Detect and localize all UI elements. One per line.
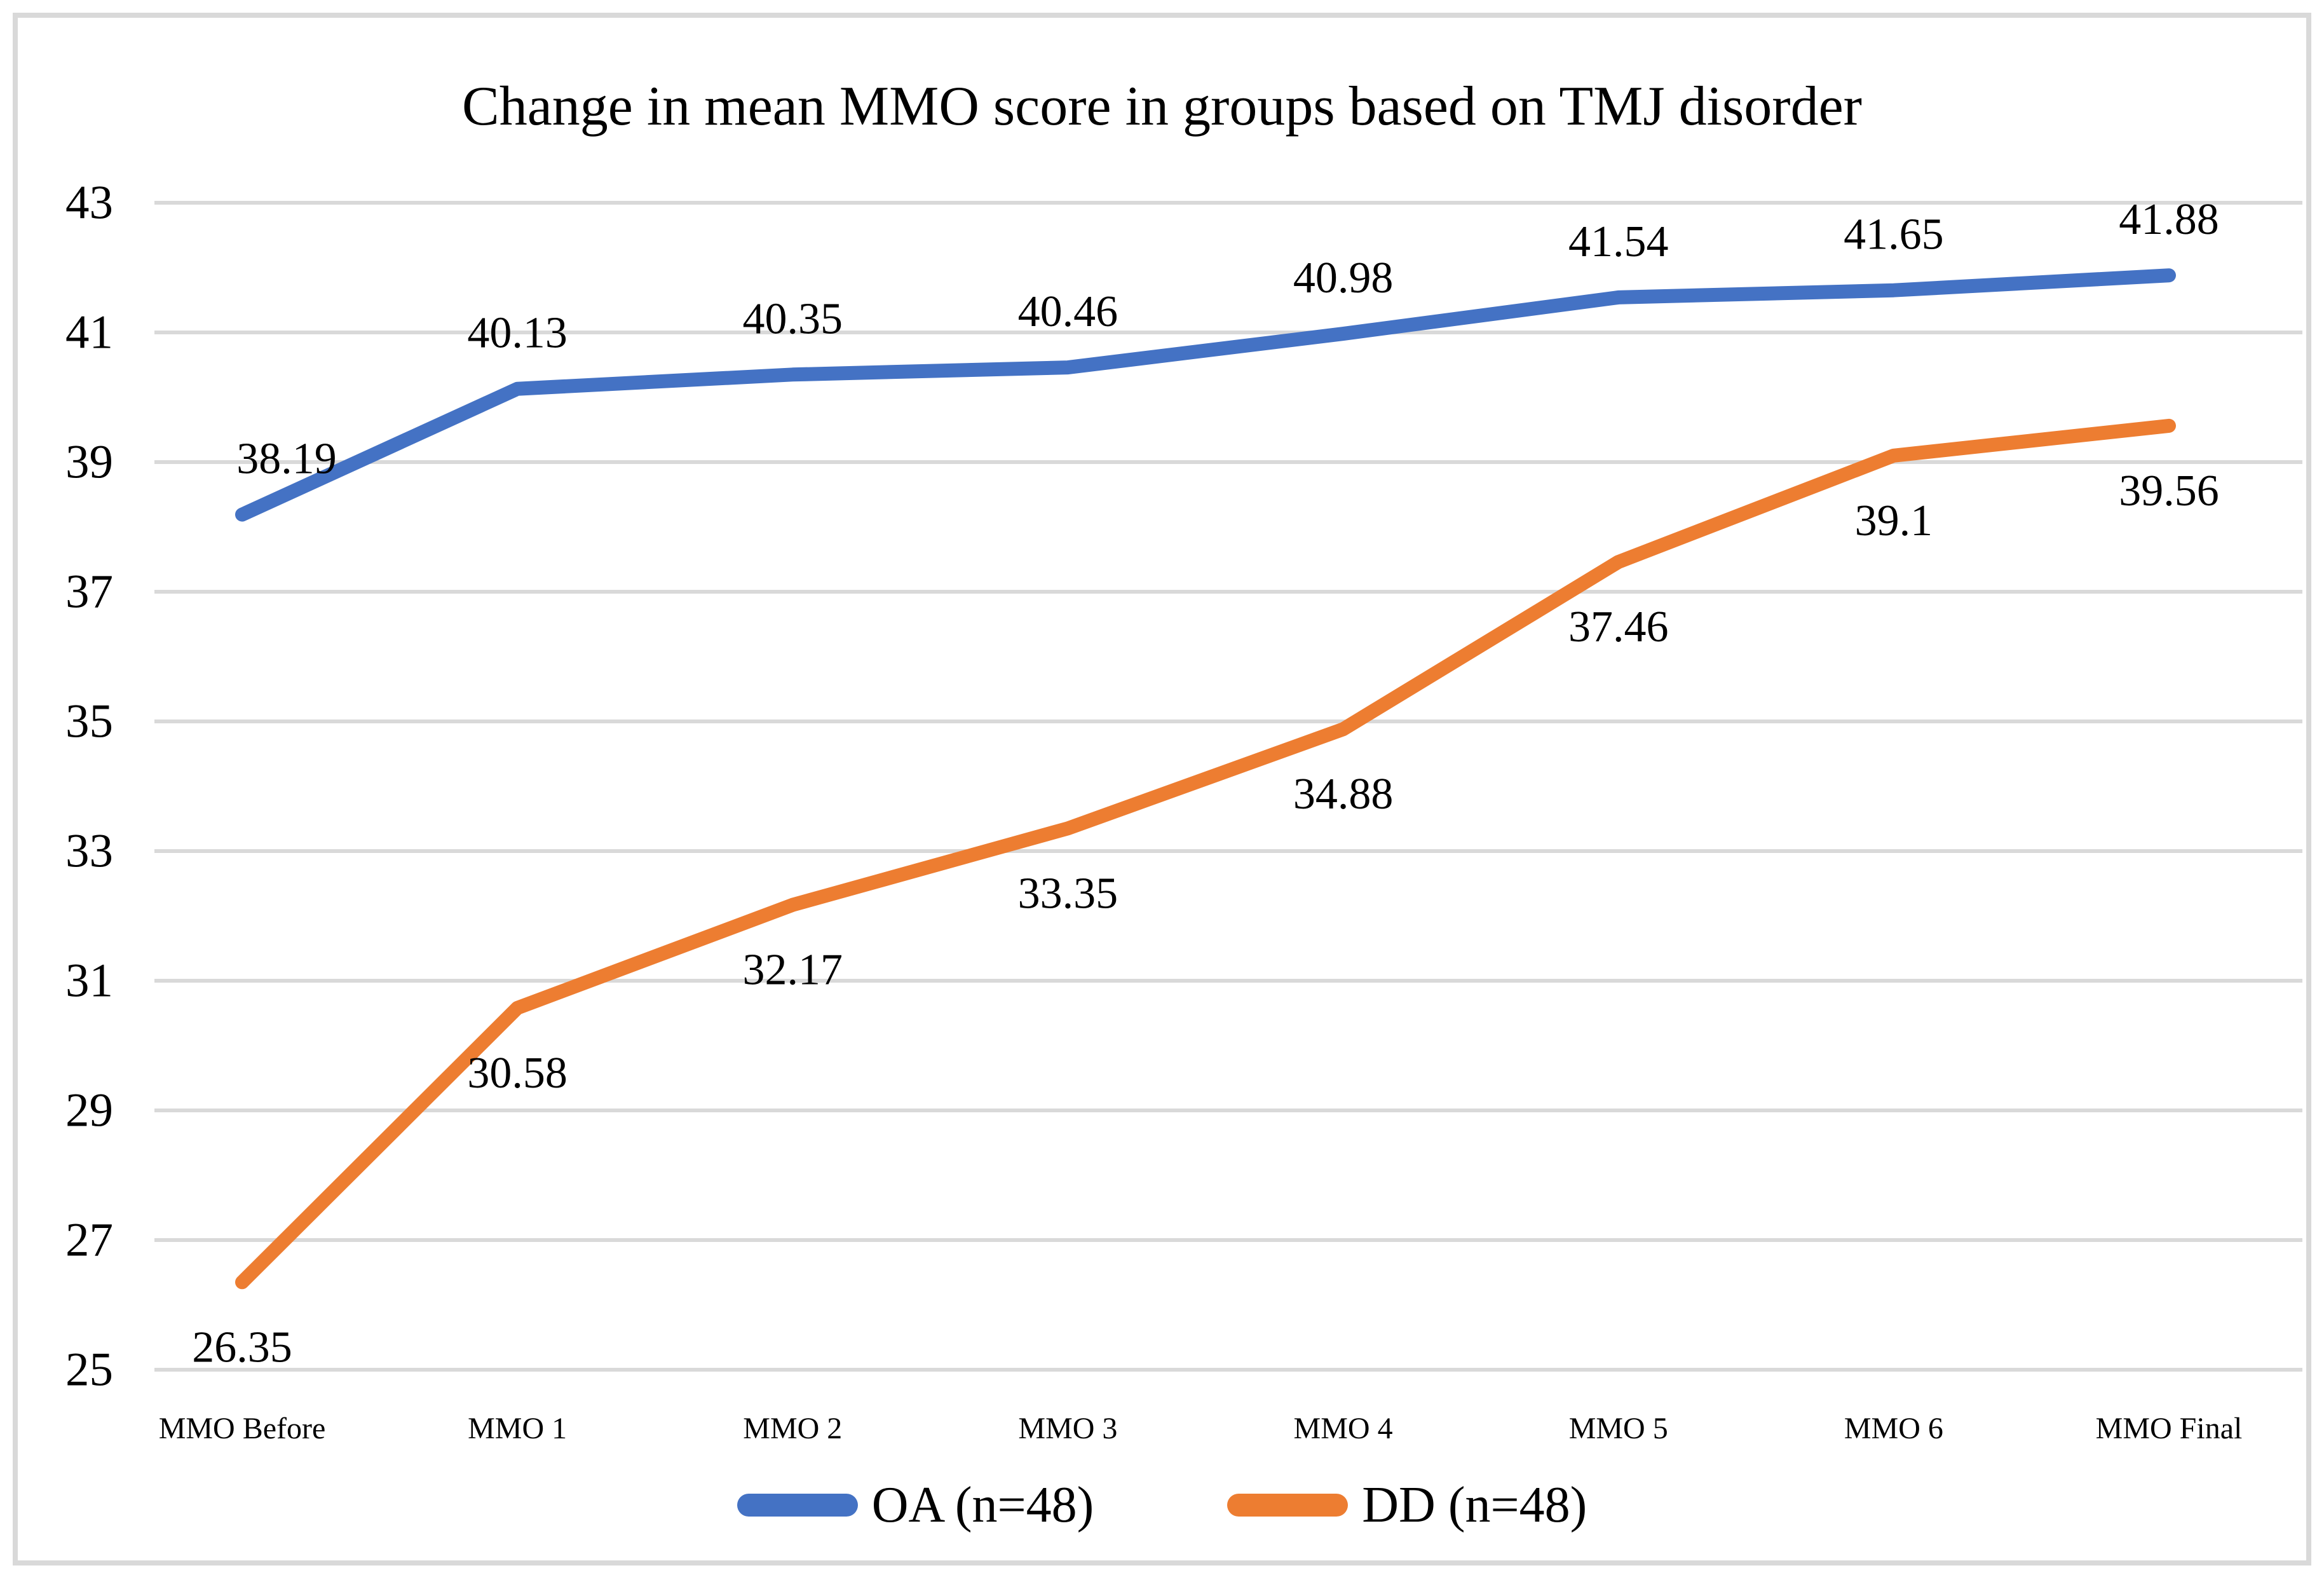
data-label: 37.46 xyxy=(1568,603,1669,651)
legend-label-dd: DD (n=48) xyxy=(1362,1477,1587,1533)
x-axis-category-label: MMO 2 xyxy=(743,1412,842,1445)
data-label: 40.13 xyxy=(467,309,567,358)
legend-item-dd: DD (n=48) xyxy=(1227,1477,1587,1534)
line-chart-plot-area: 25 27 29 31 33 35 37 39 41 43 MMO Before MMO 1 MMO 2… xyxy=(65,177,2302,1445)
dd-series-line xyxy=(235,418,2176,1290)
legend-swatch-oa-icon xyxy=(737,1494,858,1517)
x-axis-category-label: MMO Before xyxy=(159,1412,326,1445)
data-label: 40.98 xyxy=(1293,254,1394,303)
data-label: 40.46 xyxy=(1018,287,1118,336)
y-axis-tick-label: 27 xyxy=(65,1214,113,1267)
oa-series-line xyxy=(235,268,2176,522)
data-label: 40.35 xyxy=(743,294,843,343)
data-label: 26.35 xyxy=(192,1323,292,1372)
data-label: 34.88 xyxy=(1293,770,1394,819)
chart-legend: OA (n=48) DD (n=48) xyxy=(18,1467,2306,1543)
x-axis-category-label: MMO 5 xyxy=(1569,1412,1668,1445)
y-axis-tick-label: 37 xyxy=(65,566,113,618)
y-axis-tick-label: 43 xyxy=(65,177,113,229)
legend-item-oa: OA (n=48) xyxy=(737,1477,1094,1534)
chart-title: Change in mean MMO score in groups based… xyxy=(462,76,1862,137)
data-label: 41.65 xyxy=(1844,210,1944,259)
y-axis-tick-label: 29 xyxy=(65,1084,113,1137)
y-axis-tick-label: 31 xyxy=(65,955,113,1007)
y-axis-tick-label: 35 xyxy=(65,695,113,748)
data-label: 38.19 xyxy=(236,435,337,484)
x-axis-category-label: MMO 4 xyxy=(1294,1412,1393,1445)
data-label: 33.35 xyxy=(1018,869,1118,918)
y-axis-tick-label: 39 xyxy=(65,436,113,489)
legend-label-oa: OA (n=48) xyxy=(871,1477,1094,1533)
data-label: 32.17 xyxy=(743,946,843,995)
y-axis-tick-label: 25 xyxy=(65,1344,113,1396)
legend-swatch-dd-icon xyxy=(1227,1494,1349,1517)
data-label: 41.54 xyxy=(1568,217,1669,266)
data-label: 30.58 xyxy=(467,1049,567,1098)
data-label: 39.1 xyxy=(1855,496,1933,545)
x-axis-category-label: MMO 3 xyxy=(1018,1412,1117,1445)
y-axis-tick-label: 41 xyxy=(65,306,113,359)
y-axis-tick-label: 33 xyxy=(65,825,113,878)
chart-frame: Change in mean MMO score in groups based… xyxy=(13,13,2311,1565)
x-axis-category-label: MMO 6 xyxy=(1844,1412,1943,1445)
x-axis-category-label: MMO Final xyxy=(2096,1412,2243,1445)
data-label: 41.88 xyxy=(2119,195,2219,244)
data-label: 39.56 xyxy=(2119,467,2219,515)
x-axis-category-label: MMO 1 xyxy=(468,1412,567,1445)
